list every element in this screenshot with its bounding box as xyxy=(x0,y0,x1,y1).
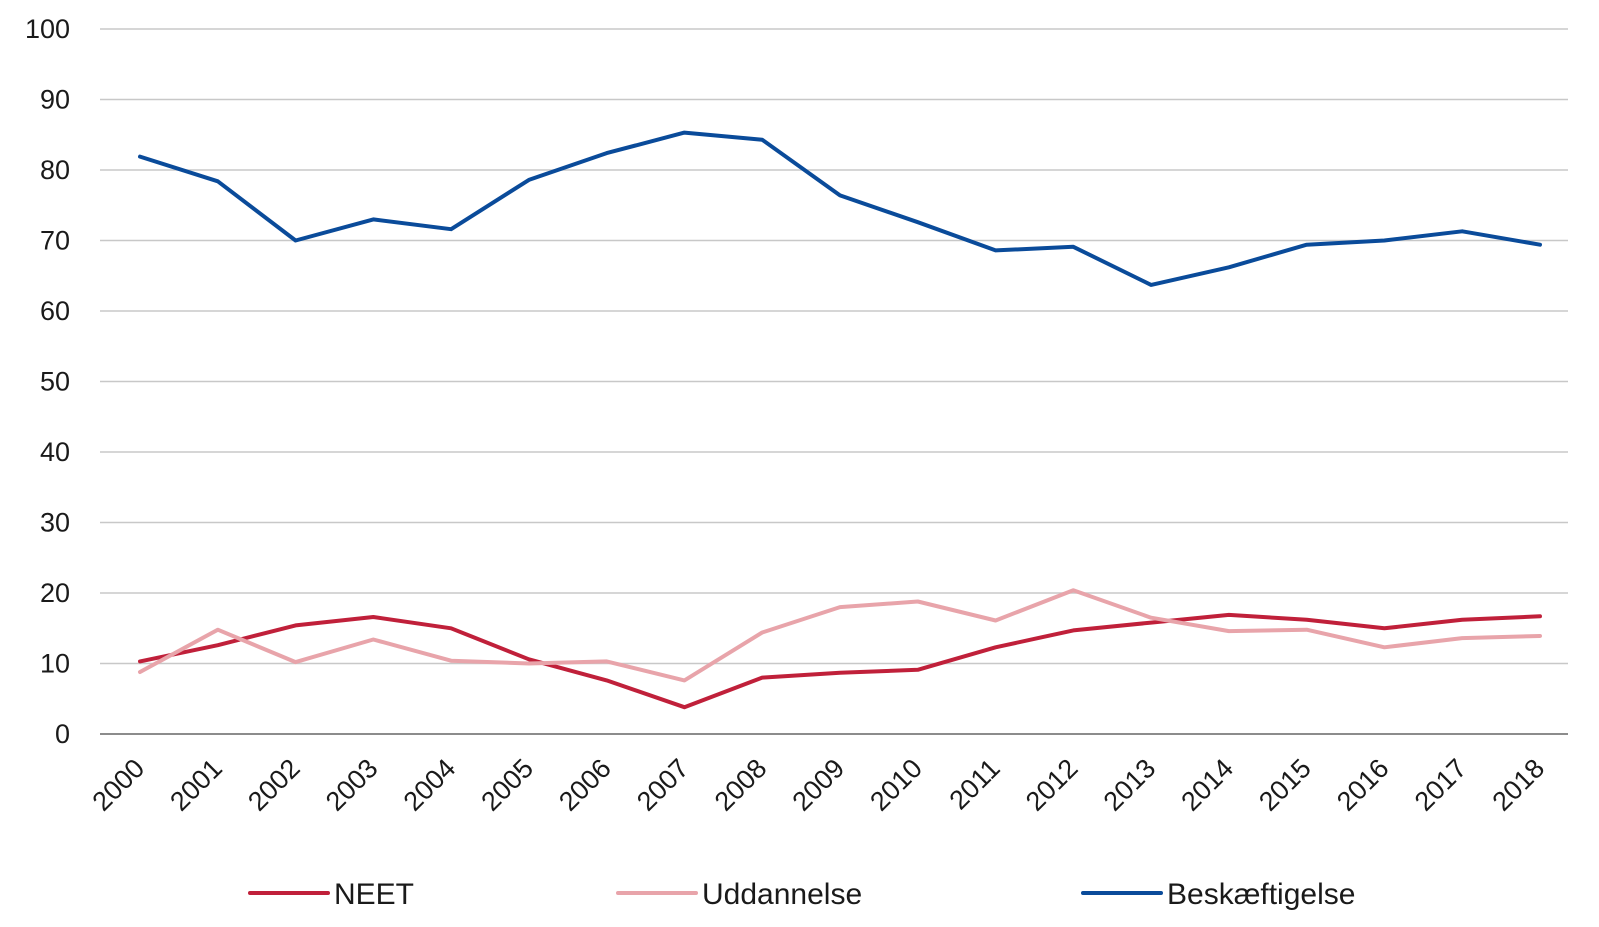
x-tick-label: 2013 xyxy=(1098,753,1162,817)
x-tick-label: 2014 xyxy=(1175,753,1239,817)
x-tick-label: 2007 xyxy=(631,753,695,817)
y-tick-label: 70 xyxy=(40,226,70,256)
y-tick-label: 0 xyxy=(55,719,70,749)
x-tick-label: 2018 xyxy=(1487,753,1551,817)
y-tick-label: 40 xyxy=(40,437,70,467)
legend: NEET Uddannelse Beskæftigelse xyxy=(248,878,1355,911)
x-tick-label: 2008 xyxy=(709,753,773,817)
series-line-uddannelse xyxy=(138,588,1542,683)
y-tick-label: 60 xyxy=(40,296,70,326)
x-tick-label: 2011 xyxy=(944,753,1006,815)
x-tick-label: 2002 xyxy=(242,753,306,817)
x-tick-label: 2010 xyxy=(864,753,928,817)
legend-label: Uddannelse xyxy=(702,878,862,911)
y-tick-label: 80 xyxy=(40,155,70,185)
x-axis-ticks: 2000 2001 2002 2003 2004 2005 2006 2007 2008 2009… xyxy=(87,753,1551,817)
series-line-neet xyxy=(138,612,1542,710)
x-tick-label: 2006 xyxy=(553,753,617,817)
x-tick-label: 2009 xyxy=(787,753,851,817)
x-tick-label: 2017 xyxy=(1409,753,1473,817)
y-tick-label: 90 xyxy=(40,85,70,115)
x-tick-label: 2004 xyxy=(398,753,462,817)
y-axis-ticks: 0 10 20 30 40 50 60 70 80 90 100 xyxy=(25,14,70,749)
x-tick-label: 2005 xyxy=(475,753,539,817)
legend-label: Beskæftigelse xyxy=(1167,878,1355,911)
gridlines xyxy=(100,28,1568,735)
series-line-beskæftigelse xyxy=(138,130,1542,287)
x-tick-label: 2012 xyxy=(1020,753,1084,817)
x-tick-label: 2015 xyxy=(1253,753,1317,817)
legend-label: NEET xyxy=(334,878,414,911)
y-tick-label: 10 xyxy=(40,649,70,679)
y-tick-label: 50 xyxy=(40,367,70,397)
x-tick-label: 2000 xyxy=(87,753,151,817)
x-tick-label: 2001 xyxy=(164,753,228,817)
x-tick-label: 2016 xyxy=(1331,753,1395,817)
y-tick-label: 20 xyxy=(40,578,70,608)
series-lines xyxy=(138,130,1542,710)
x-tick-label: 2003 xyxy=(320,753,384,817)
y-tick-label: 30 xyxy=(40,508,70,538)
y-tick-label: 100 xyxy=(25,14,70,44)
